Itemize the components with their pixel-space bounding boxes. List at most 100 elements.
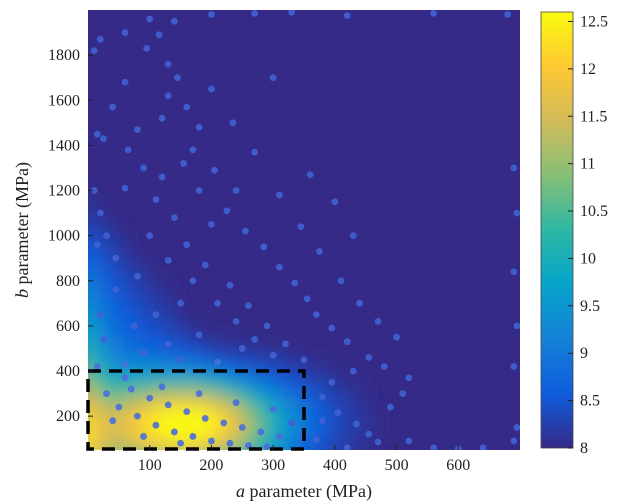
heat-cell (112, 408, 125, 421)
sample-point (479, 444, 487, 450)
heat-cell (340, 396, 353, 409)
heat-cell (208, 408, 221, 421)
heat-cell (124, 312, 137, 325)
sample-point (312, 311, 320, 319)
heat-cell (124, 408, 137, 421)
heat-cell (172, 312, 185, 325)
sample-point (96, 311, 104, 319)
heat-cell (244, 372, 257, 385)
sample-point (146, 15, 154, 23)
heat-cell (256, 372, 269, 385)
sample-point (189, 277, 197, 285)
heat-cell (112, 444, 125, 450)
sample-point (208, 220, 215, 228)
heat-cell (124, 432, 137, 445)
sample-point (232, 187, 240, 194)
heat-cell (220, 336, 233, 349)
heat-cell (148, 432, 161, 445)
sample-point (282, 340, 289, 348)
heat-cell (184, 396, 197, 409)
sample-point (112, 286, 120, 294)
sample-point (133, 412, 141, 420)
sample-point (405, 374, 413, 382)
sample-point (177, 299, 184, 307)
sample-point (513, 209, 520, 217)
heat-cell (88, 288, 101, 301)
heat-cell (352, 432, 365, 445)
heat-cell (100, 420, 113, 433)
heat-cell (136, 336, 149, 349)
sample-point (140, 164, 147, 172)
heat-cell (184, 372, 197, 385)
heat-cell (268, 372, 281, 385)
heat-cell (136, 444, 149, 450)
sample-point (356, 299, 363, 307)
heat-cell (88, 192, 89, 205)
sample-point (177, 356, 184, 364)
heat-cell (112, 336, 125, 349)
sample-point (238, 424, 246, 431)
heat-cell (88, 336, 101, 349)
heat-cell (160, 444, 173, 450)
sample-point (90, 187, 98, 194)
heat-cell (280, 408, 293, 421)
sample-point (180, 160, 188, 167)
x-tick-label: 300 (261, 457, 285, 474)
colorbar-tick-label: 10 (580, 250, 596, 267)
heat-cell (340, 408, 353, 421)
heat-cell (304, 396, 317, 409)
heat-cell (268, 396, 281, 409)
heat-cell (100, 324, 113, 337)
heat-cell (172, 384, 185, 397)
heat-cell (100, 240, 113, 253)
sample-point (121, 29, 129, 36)
heat-cell (124, 336, 137, 349)
heat-cell (136, 396, 149, 409)
sample-point (393, 333, 400, 341)
heat-cell (328, 396, 341, 409)
heat-cell (136, 324, 149, 337)
heat-cell (292, 456, 305, 469)
sample-point (297, 223, 305, 231)
sample-point (251, 10, 259, 17)
heat-cell (148, 288, 161, 301)
sample-point (140, 349, 147, 357)
sample-point (510, 164, 518, 172)
heat-cell (196, 432, 209, 445)
heat-cell (136, 276, 149, 289)
heat-cell (364, 408, 377, 421)
heat-cell (160, 432, 173, 445)
sample-point (121, 374, 129, 382)
heat-cell (196, 444, 209, 450)
sample-point (143, 44, 151, 52)
heat-cell (148, 300, 161, 313)
heat-cell (124, 456, 137, 469)
sample-point (103, 390, 110, 397)
heat-cell (124, 252, 137, 265)
sample-point (312, 436, 320, 444)
heat-cell (256, 432, 269, 445)
sample-point (232, 317, 240, 325)
sample-point (201, 261, 209, 269)
heat-cell (208, 444, 221, 450)
sample-point (387, 403, 394, 411)
heat-cell (304, 360, 317, 373)
heat-cell (316, 408, 329, 421)
heat-cell (232, 408, 245, 421)
y-axis-label: b parameter (MPa) (12, 162, 33, 298)
heat-cell (160, 348, 173, 361)
heat-cell (76, 456, 89, 469)
sample-point (260, 243, 268, 251)
sample-point (245, 302, 252, 309)
heat-cell (220, 444, 233, 450)
x-tick-label: 200 (199, 457, 223, 474)
sample-point (245, 442, 252, 449)
heat-cell (280, 372, 293, 385)
sample-point (263, 443, 271, 450)
heat-cell (184, 444, 197, 450)
heat-cell (244, 384, 257, 397)
sample-point (152, 311, 160, 319)
heat-cell (256, 348, 269, 361)
sample-point (121, 78, 129, 86)
heat-cell (220, 408, 233, 421)
